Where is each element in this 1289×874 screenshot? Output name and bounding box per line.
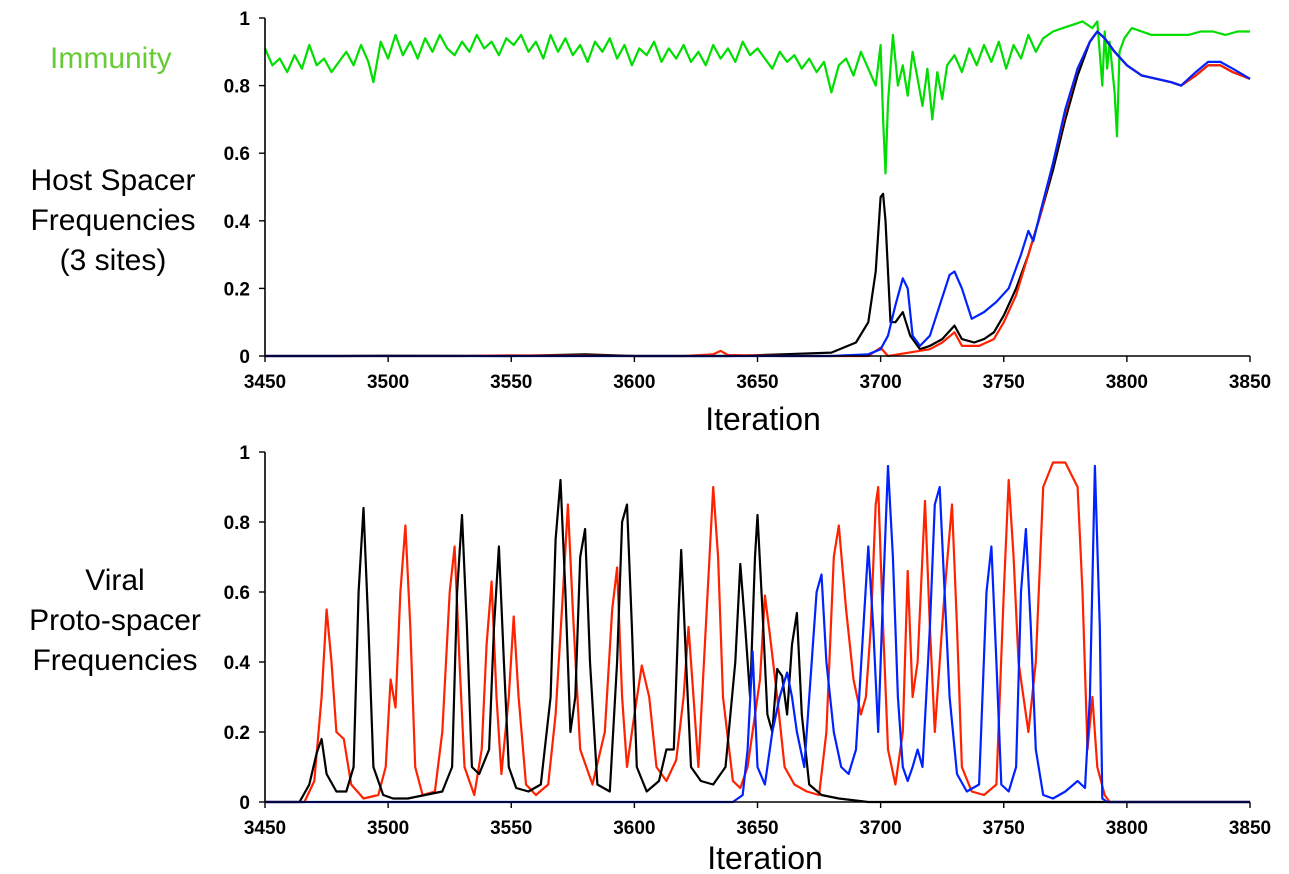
viral-x-tick-label: 3750	[983, 818, 1025, 839]
viral-series-line-0	[265, 461, 1250, 804]
host-y-tick-label: 0	[239, 347, 250, 368]
viral-y-tick-label: 0.4	[224, 653, 251, 674]
host-series-line-0	[263, 20, 1250, 175]
host-y-tick-label: 0.2	[224, 279, 250, 300]
host-x-tick-label: 3700	[859, 372, 901, 393]
viral-x-tick-label: 3500	[367, 818, 409, 839]
host-x-tick-label: 3500	[367, 372, 409, 393]
host-series-group	[263, 20, 1251, 358]
viral-y-tick-label: 1	[239, 443, 250, 464]
host-x-tick-label: 3850	[1229, 372, 1271, 393]
viral-x-tick-label: 3550	[490, 818, 532, 839]
viral-x-tick-label: 3600	[613, 818, 655, 839]
viral-x-tick-label: 3650	[736, 818, 778, 839]
viral-x-tick-label: 3700	[859, 818, 901, 839]
host-ylabel-line-1: Host Spacer	[30, 164, 195, 197]
viral-y-tick-label: 0.2	[224, 723, 250, 744]
host-x-tick-label: 3800	[1106, 372, 1148, 393]
viral-ylabel-line-3: Frequencies	[32, 644, 197, 677]
host-x-tick-label: 3450	[244, 372, 286, 393]
viral-series-group	[265, 461, 1250, 804]
host-ylabel-line-3: (3 sites)	[60, 244, 167, 277]
host-x-tick-label: 3550	[490, 372, 532, 393]
host-spacer-panel: 3450 3500 3550 3600 3650 3700 3750 3800 3850 0 0.2…	[30, 9, 1271, 437]
viral-series-line-2	[265, 464, 1250, 804]
viral-ylabel-line-1: Viral	[85, 564, 144, 597]
host-xlabel: Iteration	[705, 401, 821, 437]
viral-series-line-1	[265, 478, 1250, 804]
host-ticks: 3450 3500 3550 3600 3650 3700 3750 3800 3850 0 0.2…	[224, 9, 1272, 393]
host-y-tick-label: 0.8	[224, 77, 250, 98]
immunity-annotation: Immunity	[50, 42, 172, 75]
host-x-tick-label: 3600	[613, 372, 655, 393]
viral-ticks: 3450 3500 3550 3600 3650 3700 3750 3800 3850 0 0.2…	[224, 443, 1272, 839]
host-x-tick-label: 3750	[983, 372, 1025, 393]
viral-x-tick-label: 3450	[244, 818, 286, 839]
viral-protospacer-panel: 3450 3500 3550 3600 3650 3700 3750 3800 3850 0 0.2…	[29, 443, 1271, 874]
host-ylabel-line-2: Frequencies	[30, 204, 195, 237]
host-y-tick-label: 0.4	[224, 212, 251, 233]
host-x-tick-label: 3650	[736, 372, 778, 393]
viral-y-tick-label: 0.6	[224, 583, 250, 604]
viral-y-tick-label: 0	[239, 793, 250, 814]
viral-ylabel-line-2: Proto-spacer	[29, 604, 201, 637]
viral-x-tick-label: 3850	[1229, 818, 1271, 839]
host-y-tick-label: 0.6	[224, 144, 250, 165]
viral-xlabel: Iteration	[707, 840, 823, 874]
host-series-line-3	[265, 30, 1251, 358]
viral-x-tick-label: 3800	[1106, 818, 1148, 839]
host-y-tick-label: 1	[239, 9, 250, 30]
viral-y-tick-label: 0.8	[224, 513, 250, 534]
